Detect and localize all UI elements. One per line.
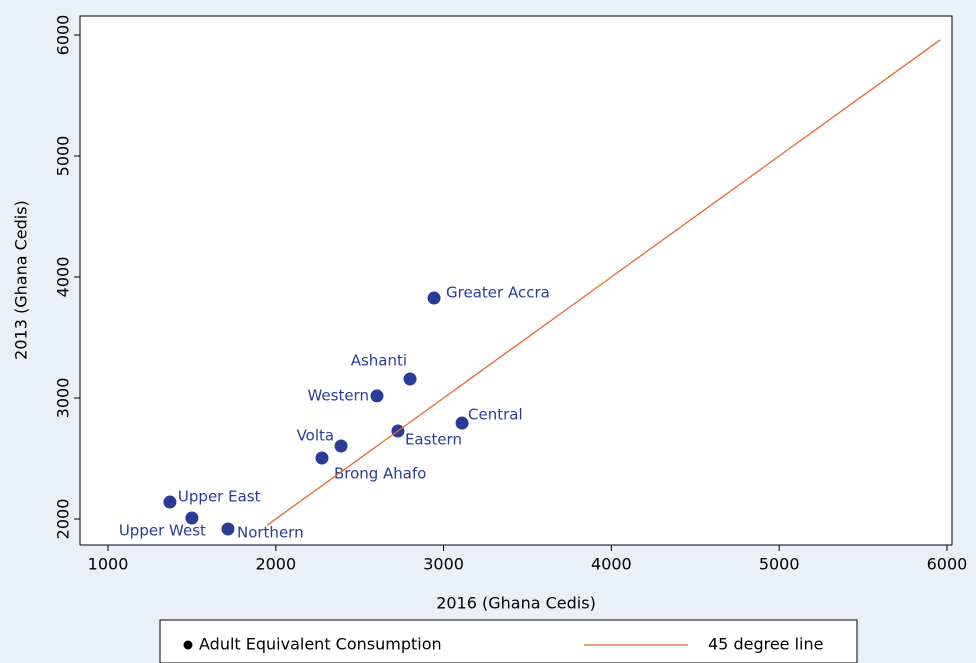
legend-label: Adult Equivalent Consumption xyxy=(199,635,442,654)
point-label: Volta xyxy=(297,427,335,445)
point-label: Brong Ahafo xyxy=(334,465,427,483)
point xyxy=(163,495,177,509)
legend-box xyxy=(159,619,858,663)
y-tick-label: 5000 xyxy=(54,136,73,177)
point xyxy=(315,451,329,465)
reference-line xyxy=(267,39,941,526)
legend-label: 45 degree line xyxy=(708,635,823,654)
y-tick-label: 4000 xyxy=(54,257,73,298)
x-tick-label: 1000 xyxy=(88,555,129,574)
point xyxy=(370,389,384,403)
x-tick-label: 2000 xyxy=(255,555,296,574)
x-tick-label: 6000 xyxy=(927,555,968,574)
x-tick-label: 3000 xyxy=(423,555,464,574)
point xyxy=(455,416,469,430)
y-tick-label: 3000 xyxy=(54,378,73,419)
point-label: Northern xyxy=(237,524,304,542)
point xyxy=(427,291,441,305)
x-tick-label: 5000 xyxy=(759,555,800,574)
point xyxy=(334,439,348,453)
plot-area xyxy=(79,15,953,546)
x-axis-title: 2016 (Ghana Cedis) xyxy=(436,594,596,613)
point-label: Central xyxy=(468,406,523,424)
point-label: Greater Accra xyxy=(446,284,550,302)
x-tick-label: 4000 xyxy=(591,555,632,574)
y-tick-label: 2000 xyxy=(54,499,73,540)
point-label: Ashanti xyxy=(351,351,407,369)
legend-marker xyxy=(183,640,193,650)
y-axis-title: 2013 (Ghana Cedis) xyxy=(12,200,31,360)
point-label: Upper East xyxy=(178,488,261,506)
point-label: Upper West xyxy=(119,522,206,540)
point xyxy=(221,522,235,536)
point-label: Western xyxy=(307,386,369,404)
point xyxy=(185,511,199,525)
point-label: Eastern xyxy=(405,431,462,449)
point xyxy=(403,372,417,386)
y-tick-label: 6000 xyxy=(54,15,73,56)
